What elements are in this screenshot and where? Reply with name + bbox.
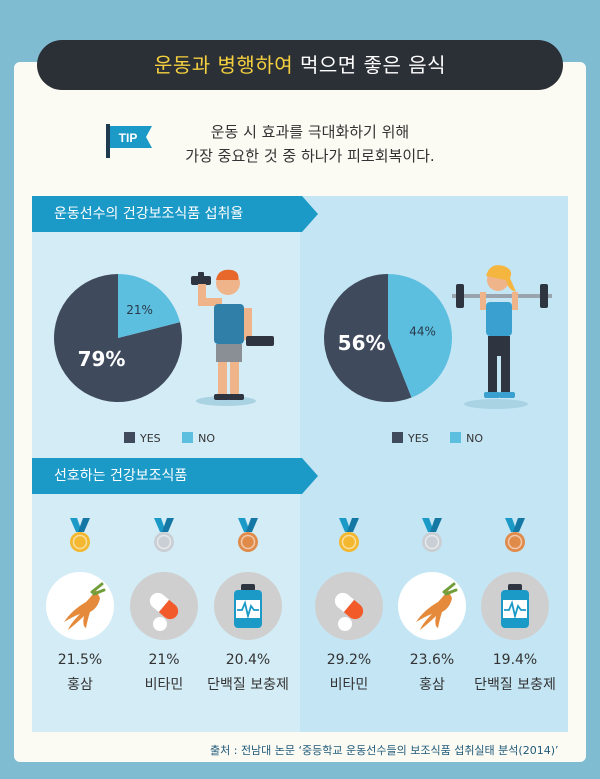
title-rest: 먹으면 좋은 음식 <box>293 53 447 77</box>
page-title: 운동과 병행하여 먹으면 좋은 음식 <box>37 40 563 90</box>
bronze-medal-icon <box>505 518 525 552</box>
silver-medal-icon <box>154 518 174 552</box>
section-title-intake: 운동선수의 건강보조식품 섭취율 <box>54 206 244 222</box>
section-ribbon-preferred: 선호하는 건강보조식품 <box>32 458 318 494</box>
left-item-1-value: 21.5% <box>57 652 103 668</box>
left-item-1-label: 홍삼 <box>67 677 93 693</box>
left-item-3-circle <box>214 572 282 640</box>
pie-label-no: 44% <box>409 324 436 338</box>
title-highlight: 운동과 병행하여 <box>153 53 294 77</box>
pie-slice-no <box>388 274 452 398</box>
right-item-3-label: 단백질 보충제 <box>474 677 556 693</box>
right-panel <box>300 196 568 732</box>
ginseng-icon <box>64 582 106 630</box>
bronze-medal-icon <box>238 518 258 552</box>
source-citation: 출처 : 전남대 논문 ‘중등학교 운동선수들의 보조식품 섭취실태 분석(20… <box>210 744 559 757</box>
right-item-2-circle <box>398 572 466 640</box>
pie-slice-yes <box>324 274 412 402</box>
ginseng-icon <box>416 582 458 630</box>
legend-label-no: NO <box>466 432 484 445</box>
protein-bottle-icon <box>501 584 529 628</box>
legend-swatch-yes <box>392 432 403 443</box>
legend-label-no: NO <box>198 432 216 445</box>
left-item-2-value: 21% <box>148 652 180 668</box>
legend-label-yes: YES <box>408 432 429 445</box>
pill-icon <box>149 592 179 631</box>
tip-line-2: 가장 중요한 것 중 하나가 피로회복이다. <box>185 147 435 165</box>
protein-bottle-icon <box>234 584 262 628</box>
pie-chart-right: 44% 56% <box>324 274 452 402</box>
tip-flag: TIP <box>106 124 154 162</box>
silver-medal-icon <box>422 518 442 552</box>
gold-medal-icon <box>339 518 359 552</box>
pill-icon <box>334 592 364 631</box>
legend-left: YES NO <box>124 432 215 445</box>
legend-right: YES NO <box>392 432 483 445</box>
right-item-1-label: 비타민 <box>329 677 369 693</box>
legend-swatch-no <box>450 432 462 443</box>
tip-badge: TIP <box>119 131 138 145</box>
legend-label-yes: YES <box>140 432 161 445</box>
right-item-3-circle <box>481 572 549 640</box>
pie-label-no: 21% <box>126 303 153 317</box>
right-item-2-value: 23.6% <box>409 652 455 668</box>
left-item-1-circle <box>46 572 114 640</box>
left-item-2-label: 비타민 <box>144 677 184 693</box>
right-item-3-value: 19.4% <box>492 652 538 668</box>
pie-slice-no <box>118 274 180 338</box>
female-athlete-barbell-illustration <box>452 265 552 409</box>
legend-swatch-no <box>182 432 194 443</box>
legend-swatch-yes <box>124 432 135 443</box>
left-item-3-label: 단백질 보충제 <box>207 677 289 693</box>
tip-line-1: 운동 시 효과를 극대화하기 위해 <box>210 123 410 141</box>
left-item-3-value: 20.4% <box>225 652 271 668</box>
left-item-2-circle <box>130 572 198 640</box>
right-item-1-value: 29.2% <box>326 652 372 668</box>
section-ribbon-intake: 운동선수의 건강보조식품 섭취율 <box>32 196 318 232</box>
pie-chart-left: 21% 79% <box>54 274 182 402</box>
right-item-2-label: 홍삼 <box>419 677 445 693</box>
pie-label-yes: 56% <box>338 331 386 355</box>
pie-label-yes: 79% <box>78 347 126 371</box>
right-item-1-circle <box>315 572 383 640</box>
section-title-preferred: 선호하는 건강보조식품 <box>54 468 188 484</box>
tip-flag-icon: TIP <box>106 124 152 158</box>
tip-text: 운동 시 효과를 극대화하기 위해 가장 중요한 것 중 하나가 피로회복이다. <box>160 120 460 168</box>
gold-medal-icon <box>70 518 90 552</box>
male-athlete-dumbbell-illustration <box>191 269 274 406</box>
